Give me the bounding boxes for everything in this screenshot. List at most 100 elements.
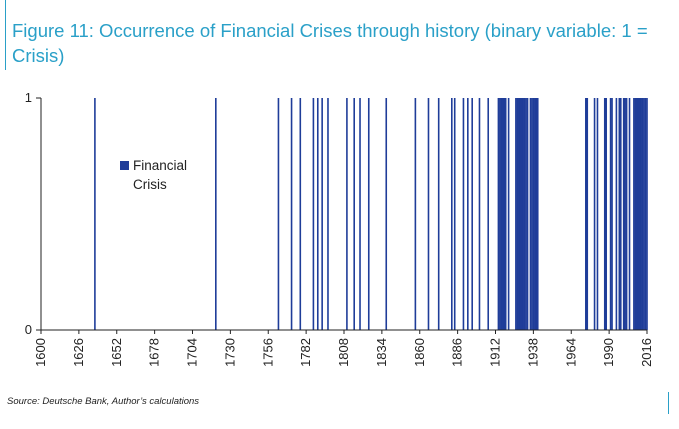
x-tick-label: 1912 (488, 338, 503, 367)
x-tick-label: 1730 (222, 338, 237, 367)
legend: Financial Crisis (120, 158, 187, 192)
bar-1929 (519, 98, 522, 330)
bar-1975 (586, 98, 589, 330)
frame-accent-line (5, 0, 6, 70)
bar-1901 (478, 98, 481, 330)
x-tick-label: 1938 (525, 338, 540, 367)
bar-1884 (453, 98, 456, 330)
bar-1940 (535, 98, 538, 330)
bar-1787 (312, 98, 315, 330)
bar-1778 (299, 98, 302, 330)
bar-1915 (499, 98, 501, 330)
bar-1907 (487, 98, 490, 330)
x-tick-label: 1990 (601, 338, 616, 367)
bar-1720 (215, 98, 217, 330)
bar-2008 (634, 98, 637, 330)
bar-2016 (646, 98, 648, 330)
legend-label: Financial (133, 158, 187, 173)
axes-layer: 0 1 1600 1626 1652 1678 1704 1730 1756 1782 1808 18… (25, 90, 654, 367)
bar-1937 (531, 98, 533, 330)
x-tick-label: 1756 (260, 338, 275, 367)
bar-2002 (625, 98, 628, 330)
bar-1893 (467, 98, 469, 330)
bar-1933 (525, 98, 527, 330)
bar-1934 (526, 98, 529, 330)
x-tick-label: 1860 (412, 338, 427, 367)
x-tick-label: 1782 (298, 338, 313, 367)
bar-1931 (522, 98, 524, 330)
bar-1882 (451, 98, 453, 330)
x-tick-label: 1886 (450, 338, 465, 367)
bar-1919 (504, 98, 507, 330)
bar-1927 (516, 98, 519, 330)
bar-1914 (497, 98, 500, 330)
bar-2000 (622, 98, 625, 330)
bar-1938 (532, 98, 535, 330)
bar-1837 (385, 98, 388, 330)
bar-1980 (593, 98, 596, 330)
bar-2009 (636, 98, 638, 330)
x-tick-label: 1704 (185, 338, 200, 367)
legend-swatch (120, 161, 129, 170)
bar-1936 (529, 98, 532, 330)
x-tick-label: 1834 (374, 338, 389, 367)
bar-1790 (316, 98, 319, 330)
bar-1917 (501, 98, 504, 330)
bar-1928 (518, 98, 520, 330)
x-tick-label: 1652 (109, 338, 124, 367)
x-tick-label: 1964 (563, 338, 578, 367)
x-tick-label: 2016 (639, 338, 654, 367)
bar-1926 (515, 98, 517, 330)
bar-1772 (290, 98, 293, 330)
bars-layer (94, 98, 648, 330)
bar-1921 (507, 98, 510, 330)
bar-1939 (534, 98, 536, 330)
bar-1890 (462, 98, 465, 330)
bar-1932 (523, 98, 526, 330)
bar-1637 (94, 98, 96, 330)
bar-1763 (277, 98, 280, 330)
bar-1974 (585, 98, 587, 330)
bar-2010 (637, 98, 640, 330)
bar-2015 (644, 98, 647, 330)
bar-1857 (414, 98, 417, 330)
bar-1995 (615, 98, 618, 330)
bar-1992 (611, 98, 613, 330)
y-tick-label: 1 (25, 90, 32, 105)
bar-1918 (503, 98, 506, 330)
bar-1988 (605, 98, 608, 330)
bar-1873 (437, 98, 440, 330)
bar-1815 (353, 98, 355, 330)
bar-1941 (536, 98, 539, 330)
bar-1997 (618, 98, 621, 330)
bar-2013 (641, 98, 644, 330)
bar-1819 (359, 98, 361, 330)
bar-1930 (520, 98, 523, 330)
legend-label-line2: Crisis (133, 177, 167, 192)
y-tick-label: 0 (25, 322, 32, 337)
bar-1998 (619, 98, 622, 330)
bar-1825 (367, 98, 370, 330)
bar-2012 (640, 98, 642, 330)
x-tick-label: 1678 (147, 338, 162, 367)
frame-accent-line-right (668, 392, 669, 414)
x-tick-label: 1808 (336, 338, 351, 367)
bar-2007 (633, 98, 635, 330)
bar-2001 (624, 98, 626, 330)
bar-1916 (500, 98, 503, 330)
bar-2011 (638, 98, 641, 330)
x-tick-label: 1626 (71, 338, 86, 367)
bar-2014 (643, 98, 645, 330)
x-tick-label: 1600 (33, 338, 48, 367)
bar-1793 (321, 98, 323, 330)
bar-1982 (596, 98, 599, 330)
bar-1797 (327, 98, 329, 330)
figure-title: Figure 11: Occurrence of Financial Crise… (12, 20, 648, 66)
bar-1866 (427, 98, 430, 330)
bar-1991 (609, 98, 612, 330)
bar-2004 (628, 98, 631, 330)
bar-1987 (603, 98, 606, 330)
source-note: Source: Deutsche Bank, Author’s calculat… (7, 396, 200, 407)
bar-1810 (346, 98, 348, 330)
